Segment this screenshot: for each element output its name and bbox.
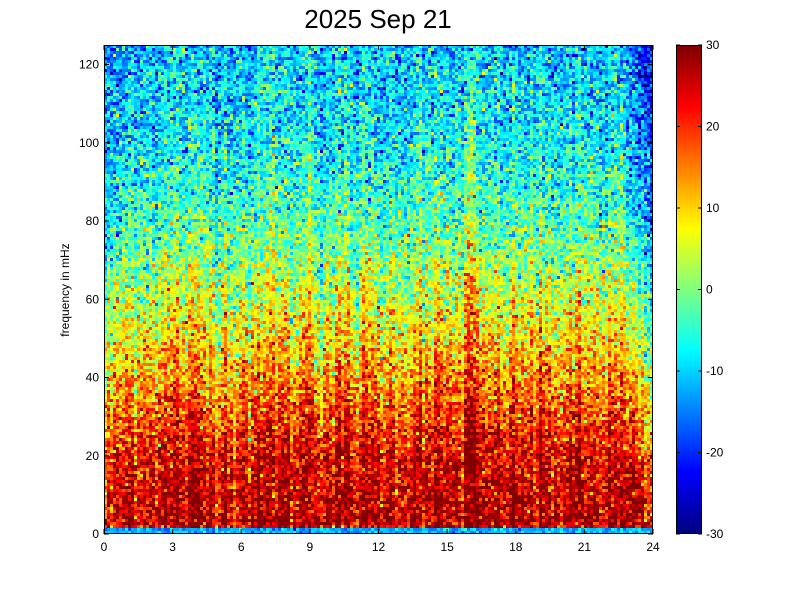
x-tick-label: 3: [169, 540, 176, 554]
y-tick-label: 80: [86, 214, 100, 228]
colorbar-tick-label: 30: [706, 38, 720, 52]
x-tick-label: 9: [307, 540, 314, 554]
y-tick-label: 40: [86, 371, 100, 385]
spectrogram-heatmap: [104, 45, 653, 534]
x-tick-label: 12: [372, 540, 386, 554]
colorbar-tick-label: -30: [706, 527, 724, 541]
x-tick-label: 6: [238, 540, 245, 554]
y-tick-label: 0: [92, 527, 99, 541]
x-tick-label: 24: [646, 540, 660, 554]
colorbar-tick-label: 20: [706, 120, 720, 134]
y-tick-label: 20: [86, 449, 100, 463]
chart-title: 2025 Sep 21: [304, 4, 452, 34]
colorbar-tick-label: 0: [706, 283, 713, 297]
colorbar-gradient: [676, 45, 702, 534]
colorbar-tick-label: -20: [706, 446, 724, 460]
colorbar-tick-label: -10: [706, 364, 724, 378]
x-tick-label: 15: [440, 540, 454, 554]
x-tick-label: 0: [101, 540, 108, 554]
x-tick-label: 21: [578, 540, 592, 554]
y-tick-label: 60: [86, 292, 100, 306]
x-tick-label: 18: [509, 540, 523, 554]
colorbar-tick-label: 10: [706, 201, 720, 215]
y-tick-label: 100: [79, 136, 99, 150]
y-tick-label: 120: [79, 58, 99, 72]
